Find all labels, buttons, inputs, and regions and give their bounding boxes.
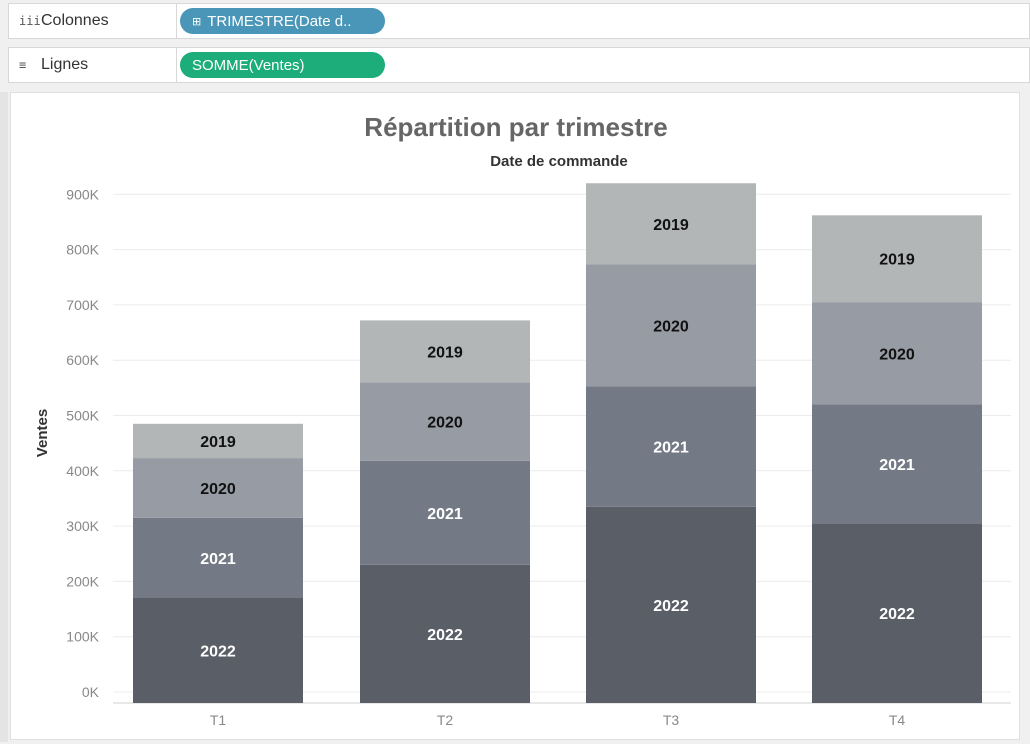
chart-title: Répartition par trimestre (364, 112, 667, 142)
y-tick-label: 300K (66, 518, 99, 534)
bar-label: 2020 (653, 318, 689, 335)
rows-label-text: Lignes (41, 56, 89, 73)
bar-segment-t1-2022[interactable] (133, 597, 303, 703)
trimestre-pill[interactable]: ⊞ TRIMESTRE(Date d.. (180, 8, 385, 34)
left-panel-edge (0, 92, 8, 742)
bar-label: 2020 (200, 481, 236, 498)
x-tick-label: T2 (437, 712, 454, 728)
x-tick-label: T3 (663, 712, 680, 728)
columns-shelf: iii Colonnes ⊞ TRIMESTRE(Date d.. (8, 3, 1030, 39)
bar-label: 2019 (879, 252, 915, 269)
y-axis-label: Ventes (34, 409, 51, 457)
bar-segment-t2-2020[interactable] (360, 382, 530, 461)
bar-label: 2019 (200, 434, 236, 451)
y-tick-label: 400K (66, 463, 99, 479)
y-tick-label: 700K (66, 297, 99, 313)
bar-label: 2020 (879, 346, 915, 363)
bar-label: 2021 (653, 439, 689, 456)
bar-label: 2021 (427, 506, 463, 523)
bar-segment-t3-2019[interactable] (586, 183, 756, 265)
y-tick-label: 500K (66, 408, 99, 424)
columns-icon: iii (19, 14, 41, 28)
bar-label: 2020 (427, 415, 463, 432)
trimestre-pill-label: TRIMESTRE(Date d.. (207, 12, 352, 30)
bar-segment-t3-2020[interactable] (586, 264, 756, 387)
columns-label-text: Colonnes (41, 12, 109, 29)
bar-segment-t4-2019[interactable] (812, 215, 982, 303)
x-tick-label: T1 (210, 712, 227, 728)
y-tick-label: 900K (66, 186, 99, 202)
rows-shelf: ≡ Lignes SOMME(Ventes) (8, 47, 1030, 83)
y-tick-label: 800K (66, 242, 99, 258)
grid-layer: 0K 100K 200K 300K 400K 500K 600K 700K 800K 900K (66, 186, 1011, 704)
bar-label: 2022 (879, 606, 915, 623)
expand-icon: ⊞ (192, 15, 202, 28)
bar-label: 2021 (879, 457, 915, 474)
columns-shelf-label: iii Colonnes (9, 4, 177, 38)
bars-layer: 2022 2021 2020 2019 T1 2022 2021 2020 2019 T2 2022… (133, 183, 982, 728)
y-tick-label: 600K (66, 352, 99, 368)
bar-label: 2022 (200, 643, 236, 660)
y-tick-label: 0K (82, 684, 100, 700)
somme-ventes-pill-label: SOMME(Ventes) (192, 56, 305, 74)
bar-segment-t4-2020[interactable] (812, 302, 982, 405)
bar-segment-t2-2022[interactable] (360, 564, 530, 703)
chart-panel: 0K 100K 200K 300K 400K 500K 600K 700K 800K 900K 2… (10, 92, 1020, 740)
bar-segment-t4-2022[interactable] (812, 523, 982, 703)
bar-label: 2021 (200, 551, 236, 568)
bar-segment-t3-2021[interactable] (586, 386, 756, 507)
chart-subtitle: Date de commande (490, 153, 628, 170)
y-tick-label: 200K (66, 573, 99, 589)
x-tick-label: T4 (889, 712, 906, 728)
bar-label: 2019 (427, 344, 463, 361)
rows-shelf-label: ≡ Lignes (9, 48, 177, 82)
bar-label: 2022 (427, 627, 463, 644)
bar-segment-t1-2021[interactable] (133, 517, 303, 598)
bar-segment-t4-2021[interactable] (812, 404, 982, 524)
bar-segment-t1-2020[interactable] (133, 458, 303, 518)
bar-label: 2022 (653, 598, 689, 615)
stacked-bar-chart: 0K 100K 200K 300K 400K 500K 600K 700K 800K 900K 2… (34, 112, 1011, 728)
rows-icon: ≡ (19, 58, 27, 72)
bar-segment-t2-2021[interactable] (360, 460, 530, 565)
bar-segment-t3-2022[interactable] (586, 506, 756, 703)
bar-label: 2019 (653, 217, 689, 234)
bar-segment-t2-2019[interactable] (360, 320, 530, 383)
y-tick-label: 100K (66, 629, 99, 645)
somme-ventes-pill[interactable]: SOMME(Ventes) (180, 52, 385, 78)
bar-segment-t1-2019[interactable] (133, 423, 303, 459)
